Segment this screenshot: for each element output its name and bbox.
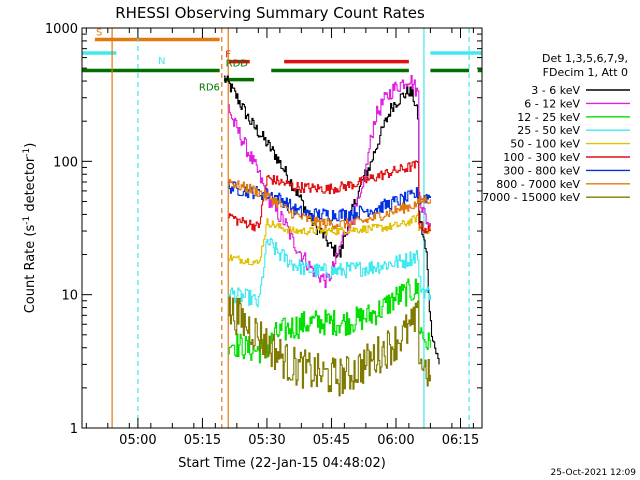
flag-label-rd6: RD6	[199, 83, 220, 94]
legend: Det 1,3,5,6,7,9,FDecim 1, Att 0 3 - 6 keV…	[482, 52, 630, 204]
legend-header-line: FDecim 1, Att 0	[543, 66, 628, 79]
x-axis-label: Start Time (22-Jan-15 04:48:02)	[178, 456, 386, 471]
y-axis-label-sup2: -1	[22, 148, 32, 157]
y-tick-label: 1000	[45, 22, 78, 37]
legend-entry-label: 100 - 300 keV	[503, 151, 580, 164]
x-tick-label: 06:15	[442, 433, 479, 448]
flag-label-n: N	[158, 56, 165, 67]
flag-label-s: S	[96, 27, 102, 38]
series-line-3	[228, 237, 431, 308]
y-axis-label: Count Rate (s-1 detector-1)	[22, 143, 38, 314]
flag-label-rdd: RDD	[226, 59, 249, 70]
series-line-4	[228, 213, 431, 266]
y-axis-label-close: )	[23, 143, 38, 148]
y-tick-label: 100	[53, 155, 78, 170]
legend-entry-label: 6 - 12 keV	[524, 97, 580, 110]
x-tick-label: 06:00	[377, 433, 414, 448]
x-tick-label: 05:15	[184, 433, 221, 448]
legend-entry-label: 25 - 50 keV	[517, 124, 580, 137]
y-axis-label-tail: detector	[23, 156, 38, 216]
y-axis-ticks: 1 10 100 1000	[45, 22, 482, 437]
legend-entry-label: 300 - 800 keV	[503, 164, 580, 177]
series-line-7	[228, 179, 431, 230]
y-axis-label-sup: -1	[22, 216, 32, 225]
series-layer	[223, 75, 440, 397]
legend-entry-label: 7000 - 15000 keV	[482, 191, 580, 204]
y-tick-label: 10	[61, 289, 78, 304]
y-tick-label: 1	[70, 422, 78, 437]
x-tick-label: 05:30	[248, 433, 285, 448]
x-axis-ticks: 05:00 05:15 05:30 05:45 06:00 06:15	[85, 28, 479, 448]
series-line-5	[228, 160, 431, 234]
vertical-time-markers	[111, 28, 470, 428]
legend-entry-label: 3 - 6 keV	[531, 84, 580, 97]
legend-entry-label: 50 - 100 keV	[510, 138, 580, 151]
plot-frame	[81, 27, 483, 429]
series-line-6	[228, 181, 431, 222]
series-line-1	[228, 75, 431, 288]
x-tick-label: 05:45	[313, 433, 350, 448]
observing-flags: SNFRDDRD6	[82, 27, 482, 94]
series-line-8	[228, 296, 431, 397]
chart-title: RHESSI Observing Summary Count Rates	[115, 4, 425, 22]
y-axis-label-main: Count Rate (s	[23, 225, 38, 314]
footer-date: 25-Oct-2021 12:09	[551, 468, 637, 478]
legend-header-line: Det 1,3,5,6,7,9,	[542, 52, 628, 65]
x-tick-label: 05:00	[119, 433, 156, 448]
legend-entry-label: 800 - 7000 keV	[496, 178, 580, 191]
legend-entry-label: 12 - 25 keV	[517, 111, 580, 124]
series-line-0	[223, 75, 440, 365]
series-line-2	[228, 278, 431, 364]
